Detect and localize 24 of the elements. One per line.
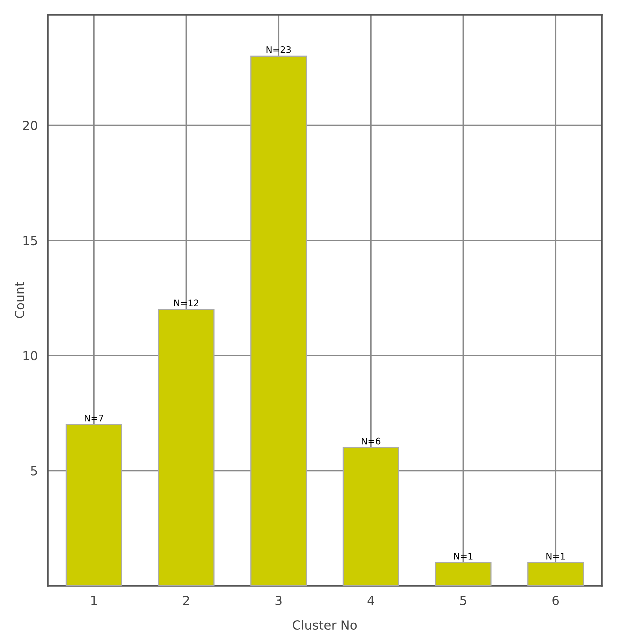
data-label: N=12 <box>174 300 198 306</box>
y-tick-label: 10 <box>24 351 38 361</box>
data-label: N=1 <box>454 553 473 560</box>
data-label: N=23 <box>266 46 292 54</box>
data-label: N=6 <box>362 438 381 445</box>
x-tick-label: 5 <box>460 596 466 606</box>
y-tick-label: 20 <box>23 120 38 130</box>
x-tick-label: 6 <box>552 596 560 606</box>
bar <box>528 562 584 586</box>
x-tick-label: 4 <box>368 596 374 606</box>
bar <box>250 56 308 586</box>
x-tick-label: 2 <box>183 596 190 606</box>
bar <box>342 447 400 586</box>
x-tick-label: 1 <box>92 596 97 606</box>
bar <box>158 309 215 586</box>
bar <box>66 424 122 586</box>
bar <box>435 562 492 586</box>
y-axis-title: Count <box>15 282 25 318</box>
x-tick-label: 3 <box>276 596 282 606</box>
data-label: N=1 <box>546 553 566 560</box>
data-label: N=7 <box>85 414 104 422</box>
x-axis-title: Cluster No <box>293 620 357 630</box>
y-tick-label: 5 <box>31 466 38 476</box>
y-tick-label: 15 <box>24 236 38 246</box>
